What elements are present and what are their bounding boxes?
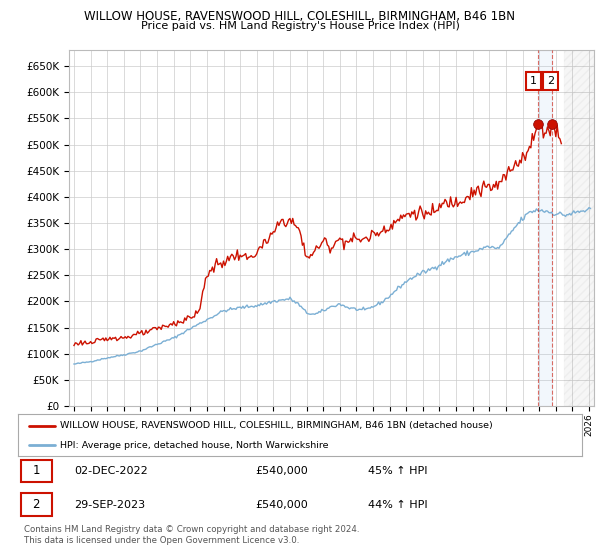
Text: 44% ↑ HPI: 44% ↑ HPI <box>368 500 427 510</box>
Text: 1: 1 <box>32 464 40 478</box>
Text: WILLOW HOUSE, RAVENSWOOD HILL, COLESHILL, BIRMINGHAM, B46 1BN (detached house): WILLOW HOUSE, RAVENSWOOD HILL, COLESHILL… <box>60 421 493 430</box>
Text: £540,000: £540,000 <box>255 500 308 510</box>
Bar <box>538 50 551 406</box>
Text: 29-SEP-2023: 29-SEP-2023 <box>74 500 146 510</box>
Text: 02-DEC-2022: 02-DEC-2022 <box>74 466 148 476</box>
FancyBboxPatch shape <box>21 493 52 516</box>
Text: 2: 2 <box>32 498 40 511</box>
Text: WILLOW HOUSE, RAVENSWOOD HILL, COLESHILL, BIRMINGHAM, B46 1BN: WILLOW HOUSE, RAVENSWOOD HILL, COLESHILL… <box>85 10 515 23</box>
Bar <box>564 50 598 406</box>
FancyBboxPatch shape <box>21 460 52 482</box>
Text: Price paid vs. HM Land Registry's House Price Index (HPI): Price paid vs. HM Land Registry's House … <box>140 21 460 31</box>
Text: 2: 2 <box>547 76 554 86</box>
Text: 45% ↑ HPI: 45% ↑ HPI <box>368 466 427 476</box>
Text: 1: 1 <box>530 76 537 86</box>
Text: Contains HM Land Registry data © Crown copyright and database right 2024.
This d: Contains HM Land Registry data © Crown c… <box>24 525 359 545</box>
Text: £540,000: £540,000 <box>255 466 308 476</box>
Text: HPI: Average price, detached house, North Warwickshire: HPI: Average price, detached house, Nort… <box>60 441 329 450</box>
